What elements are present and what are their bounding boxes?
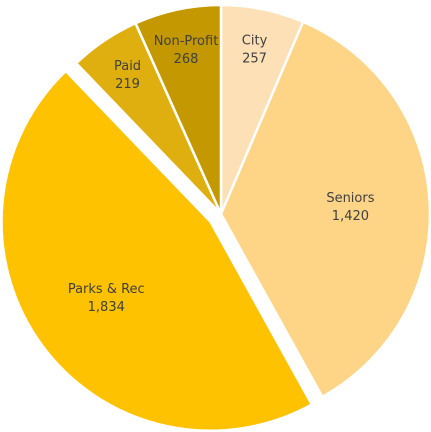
slice-value-label: 1,834 <box>88 300 125 315</box>
slice-label: Parks & Rec <box>68 282 145 297</box>
slice-label: Non-Profit <box>154 34 219 49</box>
slice-label: Seniors <box>326 191 374 206</box>
slice-label: City <box>242 34 268 49</box>
slice-value-label: 257 <box>242 52 267 67</box>
pie-slice <box>219 20 431 399</box>
pie-slice <box>0 69 314 432</box>
slice-value-label: 219 <box>115 77 140 92</box>
pie-slice <box>133 3 223 215</box>
slice-value-label: 268 <box>174 52 199 67</box>
slice-value-label: 1,420 <box>332 209 369 224</box>
slice-label: Paid <box>114 59 141 74</box>
